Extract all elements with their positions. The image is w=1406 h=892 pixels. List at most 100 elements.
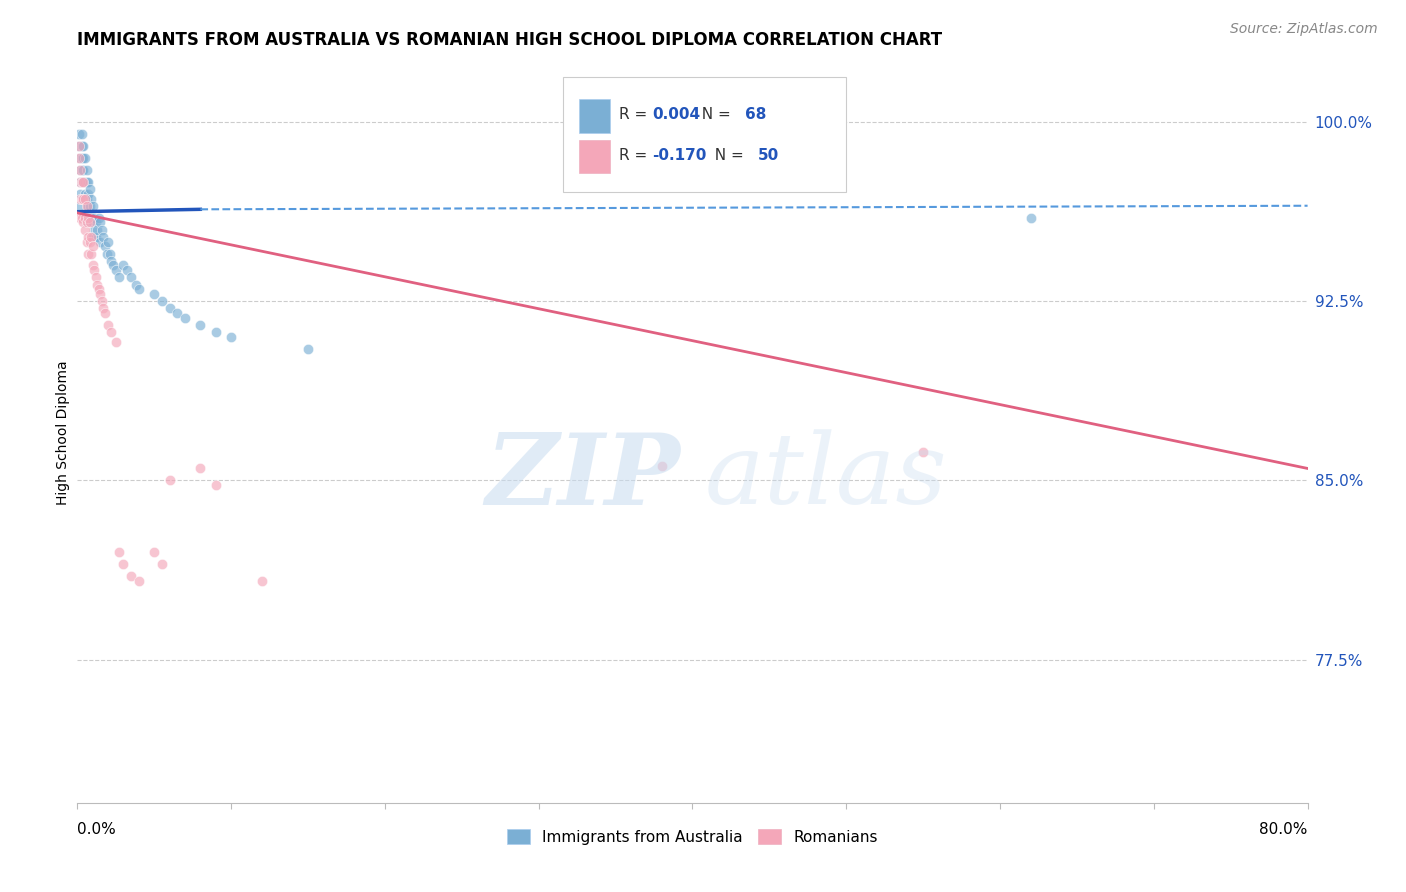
Point (69, 199, 91, 213)
Point (143, 287, 166, 301)
Bar (579, 99, 610, 133)
Point (76, 162, 98, 177)
Point (82, 229, 104, 244)
Point (89, 235, 111, 249)
Point (100, 326, 122, 340)
Point (101, 259, 124, 273)
Point (69, 192, 91, 206)
Point (67, 139, 90, 153)
Point (125, 277, 148, 292)
Point (72, 192, 94, 206)
Point (82, 259, 104, 273)
Point (69, 175, 91, 189)
Point (77, 229, 100, 244)
Point (93, 229, 115, 244)
Point (80, 246, 103, 260)
Point (76, 211, 98, 225)
Point (90, 294, 114, 309)
Point (82, 239, 104, 253)
Point (69, 162, 91, 177)
Point (72, 215, 94, 229)
Point (80, 192, 103, 206)
Point (77, 175, 100, 189)
Point (77, 186, 100, 201)
Point (120, 270, 142, 285)
Point (73, 222, 96, 236)
Point (188, 318, 212, 333)
Y-axis label: High School Diploma: High School Diploma (56, 360, 70, 505)
Point (82, 199, 104, 213)
Point (79, 235, 101, 249)
Bar (579, 140, 610, 173)
Text: 68: 68 (745, 107, 766, 122)
Point (86, 277, 108, 292)
Point (90, 222, 114, 236)
Text: -0.170: -0.170 (652, 148, 706, 163)
Point (73, 186, 96, 201)
Point (76, 215, 98, 229)
Point (84, 215, 107, 229)
Point (108, 270, 131, 285)
Point (73, 192, 96, 206)
Point (83, 222, 105, 236)
Point (70, 192, 93, 206)
Point (115, 263, 138, 277)
Point (79, 211, 101, 225)
Point (67, 127, 90, 141)
Text: Source: ZipAtlas.com: Source: ZipAtlas.com (1230, 22, 1378, 37)
Point (104, 334, 127, 349)
Point (87, 282, 110, 296)
Point (70, 162, 93, 177)
Point (83, 211, 105, 225)
Legend: Immigrants from Australia, Romanians: Immigrants from Australia, Romanians (501, 822, 884, 851)
Point (80, 229, 103, 244)
Point (128, 574, 150, 588)
Point (94, 306, 117, 320)
Point (69, 175, 91, 189)
Text: 50: 50 (758, 148, 779, 163)
Point (100, 253, 122, 268)
Point (297, 342, 319, 356)
Point (72, 175, 94, 189)
Text: R =: R = (619, 107, 652, 122)
Point (128, 282, 150, 296)
Point (912, 444, 935, 458)
Text: ZIP: ZIP (485, 429, 681, 525)
Text: N =: N = (693, 107, 737, 122)
Point (150, 557, 173, 571)
Point (77, 215, 100, 229)
Point (67, 139, 90, 153)
Text: atlas: atlas (704, 429, 948, 524)
Point (89, 287, 111, 301)
Point (204, 478, 226, 492)
Point (79, 199, 101, 213)
Text: R =: R = (619, 148, 652, 163)
Point (76, 235, 98, 249)
Point (73, 211, 96, 225)
Point (70, 211, 93, 225)
Point (86, 222, 108, 236)
Point (77, 199, 100, 213)
Point (188, 461, 212, 475)
Point (143, 545, 166, 559)
Point (87, 211, 110, 225)
Point (93, 301, 115, 316)
Point (150, 294, 173, 309)
Point (174, 310, 197, 325)
Point (70, 175, 93, 189)
Point (104, 263, 127, 277)
Point (70, 127, 93, 141)
Point (98, 246, 121, 260)
Text: 0.004: 0.004 (652, 107, 700, 122)
Text: 80.0%: 80.0% (1260, 822, 1308, 837)
Point (76, 175, 98, 189)
Point (70, 175, 93, 189)
Point (84, 270, 107, 285)
Point (219, 330, 242, 344)
Point (250, 574, 273, 588)
Point (159, 474, 181, 488)
Point (77, 246, 100, 260)
Point (96, 246, 118, 260)
Point (112, 557, 135, 571)
FancyBboxPatch shape (564, 78, 846, 192)
